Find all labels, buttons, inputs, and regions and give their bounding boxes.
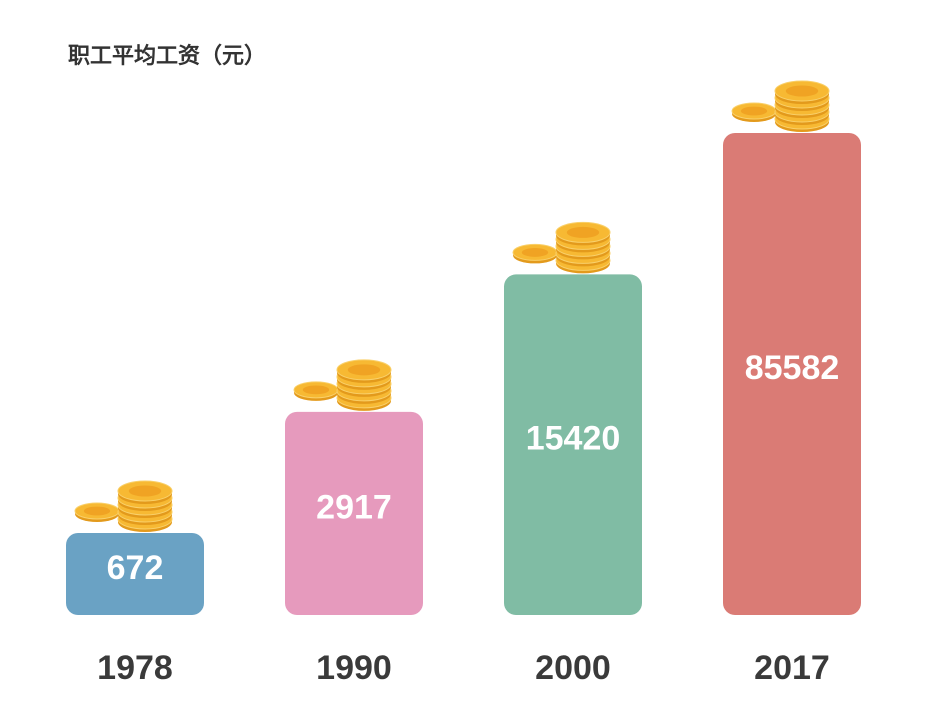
coin-inner [566, 226, 600, 238]
coin-inner [740, 106, 768, 116]
coin-inner [347, 364, 381, 376]
coin-inner [521, 248, 549, 257]
value-label: 672 [107, 549, 164, 587]
x-tick-label: 2000 [535, 649, 611, 687]
coin-pile [74, 480, 173, 532]
bar [723, 133, 861, 615]
x-tick-label: 2017 [754, 649, 830, 687]
value-label: 85582 [745, 349, 840, 387]
x-tick-label: 1990 [316, 649, 392, 687]
coin-pile [293, 359, 392, 411]
x-tick-label: 1978 [97, 649, 173, 687]
bar [504, 274, 642, 615]
coin-pile [731, 80, 830, 132]
coin-inner [128, 485, 162, 497]
coin-inner [785, 85, 819, 97]
bar [285, 411, 423, 615]
value-label: 2917 [316, 488, 392, 526]
coin-inner [302, 385, 330, 395]
chart-title: 职工平均工资（元） [68, 43, 266, 68]
value-label: 15420 [526, 420, 621, 458]
bar [66, 533, 204, 615]
coin-inner [83, 506, 111, 516]
coin-pile [512, 221, 611, 274]
